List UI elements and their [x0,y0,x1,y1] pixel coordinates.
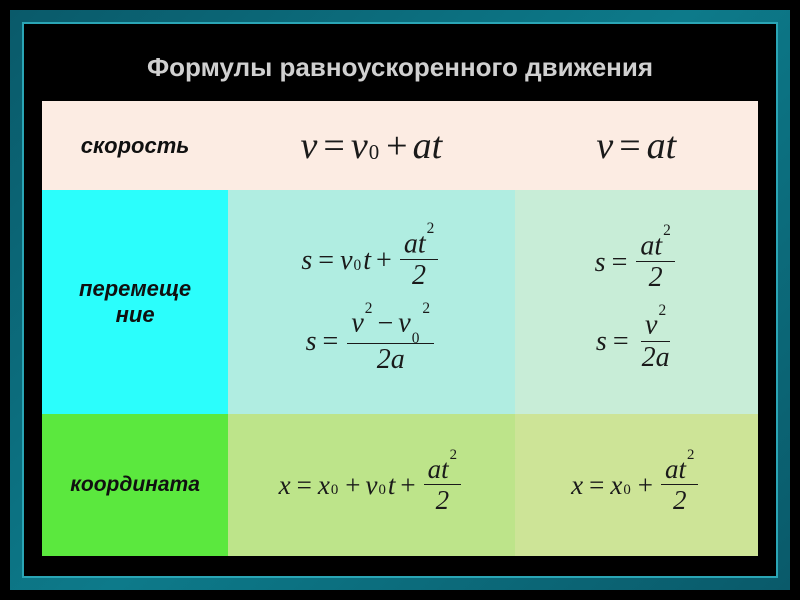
s: s [595,247,606,279]
outer-frame: Формулы равноускоренного движения скорос… [10,10,790,590]
denominator: 2a [638,342,674,373]
sub-0: 0 [354,257,362,275]
s: s [301,245,312,277]
v: v [340,245,352,277]
eq: = [619,124,640,168]
numerator: at2 [661,456,698,485]
fraction: v2 2a [638,311,674,372]
eq: = [297,470,312,501]
formula: x = x0 + at2 2 [571,456,701,515]
fraction: at2 2 [424,456,461,515]
denominator: 2 [432,485,454,515]
formula-s1b: s = at2 2 [595,232,678,293]
numerator: at2 [424,456,461,485]
sub-0: 0 [369,140,379,165]
fraction: at2 2 [400,230,438,291]
row-velocity: скорость v = v0 + at v = at [42,101,758,190]
formula-stack: s = v0t + at2 2 s = [232,230,510,375]
formula-s1: s = v0t + at2 2 [301,230,441,291]
x: x [318,470,330,501]
t: t [432,124,443,168]
eq: = [318,245,334,277]
label-velocity: скорость [42,101,228,190]
formula-table: скорость v = v0 + at v = at [42,101,758,556]
sub-0: 0 [331,482,338,499]
denominator: 2 [645,262,667,293]
fraction: at2 2 [636,232,674,293]
denominator: 2a [373,344,409,375]
plus: + [386,124,407,168]
eq: = [612,247,628,279]
velocity-formula-special: v = at [515,101,758,190]
x: x [571,470,583,501]
numerator: at2 [636,232,674,262]
v: v [596,124,613,168]
denominator: 2 [669,485,691,515]
plus: + [400,470,415,501]
coordinate-formula-general: x = x0 + v0t + at2 2 [228,414,514,556]
t: t [666,124,677,168]
label-text: скорость [81,133,190,158]
fraction: v2−v02 2a [347,309,434,374]
formula-stack: s = at2 2 s = v2 2a [519,232,754,373]
label-line1: перемеще [46,276,224,302]
sub-0: 0 [623,482,630,499]
label-text: координата [70,473,200,496]
label-line2: ние [46,302,224,328]
formula-s2b: s = v2 2a [596,311,677,372]
row-coordinate: координата x = x0 + v0t + at2 2 [42,414,758,556]
inner-frame: Формулы равноускоренного движения скорос… [22,22,778,578]
x: x [279,470,291,501]
plus: + [345,470,360,501]
row-displacement: перемеще ние s = v0t + at2 2 [42,190,758,414]
eq: = [323,124,344,168]
label-coordinate: координата [42,414,228,556]
eq: = [589,470,604,501]
formula: x = x0 + v0t + at2 2 [279,456,464,515]
eq: = [323,326,339,358]
t: t [363,245,371,277]
displacement-formula-general: s = v0t + at2 2 s = [228,190,514,414]
plus: + [638,470,653,501]
numerator: v2 [641,311,670,341]
x: x [610,470,622,501]
plus: + [376,245,392,277]
label-displacement: перемеще ние [42,190,228,414]
t: t [388,470,396,501]
a: a [647,124,666,168]
s: s [306,326,317,358]
sub-0: 0 [378,482,385,499]
eq: = [613,326,629,358]
velocity-formula-general: v = v0 + at [228,101,514,190]
formula: v = at [596,124,676,168]
fraction: at2 2 [661,456,698,515]
displacement-formula-special: s = at2 2 s = v2 2a [515,190,758,414]
coordinate-formula-special: x = x0 + at2 2 [515,414,758,556]
page-title: Формулы равноускоренного движения [42,44,758,101]
a: a [413,124,432,168]
numerator: v2−v02 [347,309,434,343]
v: v [351,124,368,168]
formula-s2: s = v2−v02 2a [306,309,437,374]
numerator: at2 [400,230,438,260]
denominator: 2 [408,260,430,291]
v: v [365,470,377,501]
formula: v = v0 + at [301,124,443,168]
s: s [596,326,607,358]
v: v [301,124,318,168]
